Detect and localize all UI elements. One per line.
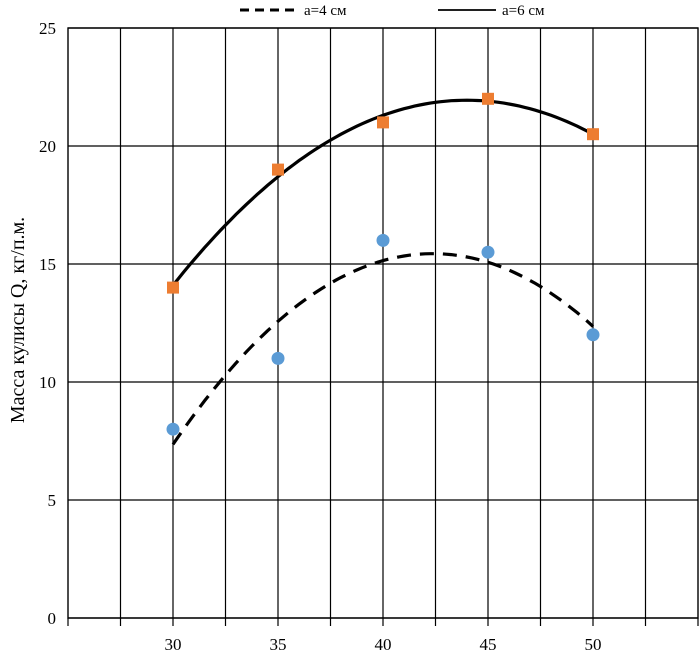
data-point-series-2: [272, 163, 284, 176]
data-points: [166, 92, 600, 436]
trend-line-series-2: [171, 98, 594, 287]
legend-label-series-2: a=6 см: [502, 3, 545, 19]
y-tick-label-15: 15: [39, 255, 56, 274]
data-point-series-2: [167, 281, 179, 294]
x-tick-label-35: 35: [270, 635, 287, 654]
data-point-series-2: [377, 116, 389, 129]
data-point-series-2: [587, 128, 599, 141]
trend-line-series-1: [171, 252, 595, 446]
x-tick-label-45: 45: [480, 635, 497, 654]
data-point-series-1: [586, 328, 600, 342]
legend: a=4 см a=6 см: [240, 3, 545, 19]
y-tick-label-0: 0: [48, 609, 57, 628]
x-tick-label-30: 30: [165, 635, 182, 654]
y-tick-label-5: 5: [48, 491, 57, 510]
tick-labels: 0 5 10 15 20 25 30 35 40 45 50: [39, 19, 602, 654]
data-point-series-1: [376, 233, 390, 247]
legend-label-series-1: a=4 см: [304, 3, 347, 19]
y-tick-label-10: 10: [39, 373, 56, 392]
plot-frame: [67, 27, 699, 626]
y-tick-label-25: 25: [39, 19, 56, 38]
y-tick-label-20: 20: [39, 137, 56, 156]
data-point-series-1: [481, 245, 495, 259]
x-tick-label-50: 50: [585, 635, 602, 654]
y-axis-label: Масса кулисы Q, кг/п.м.: [7, 217, 29, 423]
data-point-series-1: [166, 422, 180, 436]
data-point-series-2: [482, 92, 494, 105]
x-tick-label-40: 40: [375, 635, 392, 654]
trend-lines: [171, 98, 595, 446]
data-point-series-1: [271, 351, 285, 365]
